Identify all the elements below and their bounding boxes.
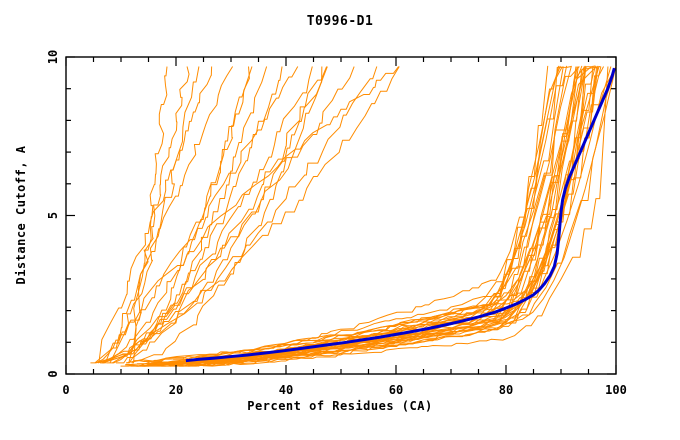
prediction-curve [112, 66, 283, 364]
prediction-curve [101, 66, 328, 364]
svg-text:0: 0 [46, 370, 60, 377]
prediction-curve [115, 66, 328, 364]
reference-curve [185, 67, 616, 363]
prediction-curve [151, 65, 568, 363]
prediction-curve [130, 66, 609, 367]
svg-text:10: 10 [46, 50, 60, 64]
prediction-curve [131, 65, 586, 363]
prediction-curve [139, 66, 617, 366]
x-axis-label: Percent of Residues (CA) [247, 399, 433, 413]
page-title: T0996-D1 [306, 14, 374, 29]
svg-text:20: 20 [169, 383, 183, 397]
prediction-curve [165, 65, 599, 365]
prediction-curve [139, 66, 612, 367]
svg-text:60: 60 [389, 383, 403, 397]
prediction-curve [126, 66, 250, 364]
prediction-curve [159, 66, 572, 365]
svg-text:80: 80 [499, 383, 513, 397]
tick-marks [65, 56, 617, 375]
prediction-curve [106, 66, 268, 364]
prediction-curve [126, 66, 323, 364]
prediction-curve [201, 65, 596, 362]
prediction-curve [90, 66, 200, 364]
svg-text:5: 5 [46, 212, 60, 219]
prediction-curve [101, 66, 355, 364]
prediction-curve [96, 66, 400, 364]
prediction-curve-group [90, 65, 617, 367]
svg-text:100: 100 [605, 383, 627, 397]
prediction-curve [131, 66, 190, 364]
prediction-curve [100, 66, 234, 364]
prediction-curve [128, 66, 168, 364]
prediction-curve [162, 66, 605, 365]
prediction-curve [187, 66, 617, 366]
prediction-curve [144, 65, 572, 362]
prediction-curve [102, 66, 378, 364]
axis-frame [65, 56, 617, 375]
svg-text:0: 0 [62, 383, 69, 397]
prediction-curve [139, 66, 586, 367]
tick-labels: 0 20 40 60 80 100 0 5 10 [46, 50, 627, 397]
prediction-curve [137, 66, 617, 365]
prediction-curve [97, 66, 253, 364]
svg-text:40: 40 [279, 383, 293, 397]
prediction-curve [126, 66, 578, 367]
prediction-curve [98, 66, 213, 363]
prediction-curve [202, 66, 600, 367]
prediction-curve [109, 66, 399, 364]
